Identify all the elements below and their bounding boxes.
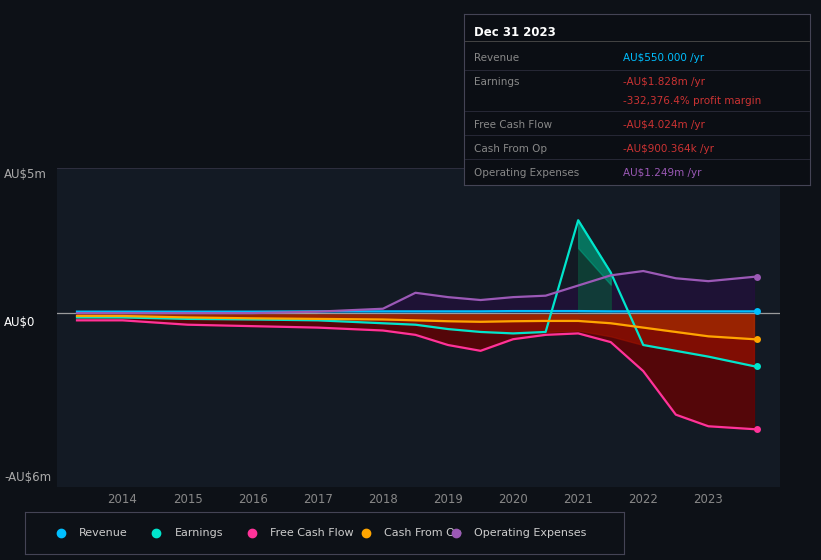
Text: -AU$900.364k /yr: -AU$900.364k /yr — [623, 144, 714, 154]
Text: Operating Expenses: Operating Expenses — [475, 529, 586, 538]
Text: AU$5m: AU$5m — [4, 168, 47, 181]
Text: Dec 31 2023: Dec 31 2023 — [475, 26, 556, 39]
Text: Earnings: Earnings — [475, 77, 520, 87]
Text: Cash From Op: Cash From Op — [475, 144, 548, 154]
Text: AU$0: AU$0 — [4, 315, 35, 329]
Text: Cash From Op: Cash From Op — [384, 529, 462, 538]
Text: Operating Expenses: Operating Expenses — [475, 168, 580, 178]
Text: AU$1.249m /yr: AU$1.249m /yr — [623, 168, 702, 178]
Text: AU$550.000 /yr: AU$550.000 /yr — [623, 53, 704, 63]
Text: -AU$4.024m /yr: -AU$4.024m /yr — [623, 120, 705, 130]
Text: -332,376.4% profit margin: -332,376.4% profit margin — [623, 96, 762, 106]
Text: Earnings: Earnings — [175, 529, 223, 538]
Text: Revenue: Revenue — [475, 53, 520, 63]
Text: -AU$1.828m /yr: -AU$1.828m /yr — [623, 77, 705, 87]
Text: Free Cash Flow: Free Cash Flow — [475, 120, 553, 130]
Text: Free Cash Flow: Free Cash Flow — [270, 529, 354, 538]
Text: -AU$6m: -AU$6m — [4, 472, 51, 484]
Text: Revenue: Revenue — [79, 529, 127, 538]
